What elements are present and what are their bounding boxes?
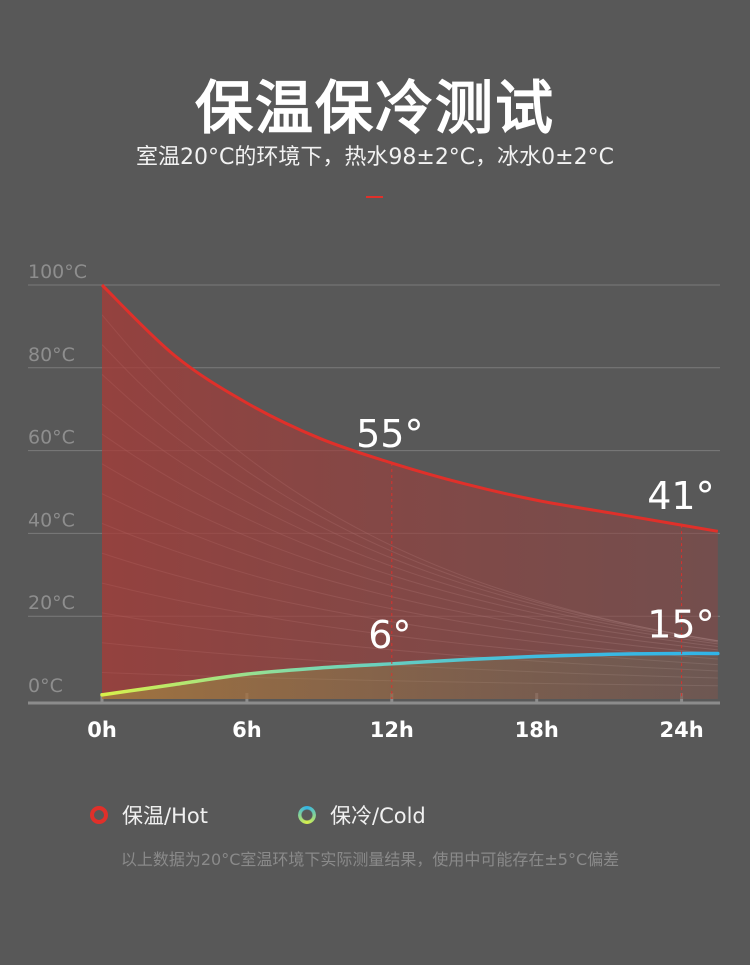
data-label: 55° xyxy=(356,412,423,456)
y-tick-label: 20°C xyxy=(28,592,75,614)
series-layer xyxy=(100,283,720,699)
page-title: 保温保冷测试 xyxy=(194,74,555,142)
temperature-chart: 0°C 20°C 40°C 60°C 80°C 100°C 0h 6h 12h 18h 24h 55… xyxy=(28,261,720,742)
x-tick-label: 24h xyxy=(660,718,704,742)
legend-cold-label: 保冷/Cold xyxy=(330,804,426,828)
cold-area xyxy=(102,653,718,699)
legend-hot-label: 保温/Hot xyxy=(122,804,208,828)
legend-item-hot: 保温/Hot xyxy=(90,798,208,832)
hot-ring-icon xyxy=(90,806,108,824)
cold-line xyxy=(100,651,720,697)
y-tick-label: 40°C xyxy=(28,509,75,531)
data-label: 6° xyxy=(368,613,411,657)
legend-item-cold: 保冷/Cold xyxy=(298,798,426,832)
label-layer: 55° 41° 6° 15° xyxy=(356,412,715,699)
y-tick-label: 100°C xyxy=(28,261,87,283)
page-subtitle: 室温20°C的环境下，热水98±2°C，冰水0±2°C xyxy=(136,145,614,170)
y-tick-label: 80°C xyxy=(28,344,75,366)
hot-area xyxy=(102,285,718,699)
x-tick-label: 12h xyxy=(370,718,414,742)
footnote: 以上数据为20°C室温环境下实际测量结果，使用中可能存在±5°C偏差 xyxy=(120,850,620,869)
data-label: 41° xyxy=(647,474,714,518)
cold-ring-icon xyxy=(298,806,316,824)
x-tick-label: 18h xyxy=(515,718,559,742)
x-tick-label: 0h xyxy=(87,718,117,742)
hot-line xyxy=(100,283,719,533)
x-tick-label: 6h xyxy=(232,718,262,742)
data-label: 15° xyxy=(647,602,714,646)
y-tick-label: 60°C xyxy=(28,427,75,449)
title-accent-line xyxy=(366,196,383,198)
y-tick-label: 0°C xyxy=(28,675,63,697)
